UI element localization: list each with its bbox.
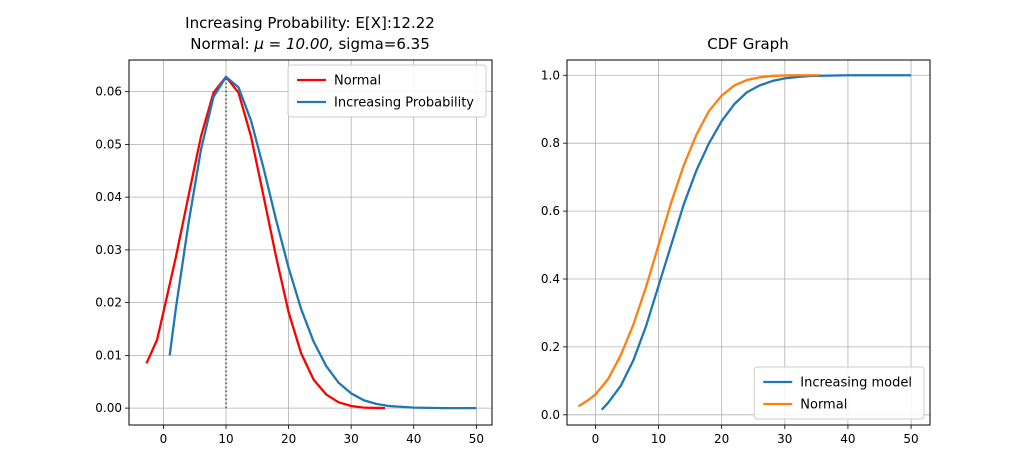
pdf-legend-box [287, 64, 487, 118]
pdf-chart-subtitle: Normal: μ = 10.00, sigma=6.35 [190, 35, 430, 53]
cdf-chart: CDF Graph 0 10 20 30 40 500.00.20.40.60.81.0 … [541, 35, 931, 446]
cdf-chart-legend: Increasing model Normal [753, 366, 925, 420]
pdf-chart-legend: Normal Increasing Probability [287, 64, 487, 118]
cdf-legend-label: Increasing model [800, 376, 912, 391]
cdf-xtick-label: 10 [651, 432, 666, 446]
pdf-ytick-label: 0.02 [95, 296, 122, 310]
cdf-ytick-label: 0.8 [541, 136, 560, 150]
cdf-ytick-label: 0.0 [541, 408, 560, 422]
cdf-ytick-label: 1.0 [541, 68, 560, 82]
pdf-legend-label: Increasing Probability [334, 96, 474, 111]
pdf-xtick-label: 20 [281, 432, 296, 446]
cdf-legend-box [753, 366, 925, 420]
cdf-ytick-label: 0.6 [541, 204, 560, 218]
pdf-series-line-1 [168, 75, 477, 410]
pdf-xtick-label: 0 [160, 432, 168, 446]
pdf-xtick-label: 50 [469, 432, 484, 446]
cdf-ytick-label: 0.2 [541, 340, 560, 354]
cdf-legend-label: Normal [800, 398, 847, 413]
pdf-ytick-label: 0.00 [95, 401, 122, 415]
cdf-xtick-label: 30 [777, 432, 792, 446]
pdf-xtick-label: 10 [218, 432, 233, 446]
cdf-series-line-1 [577, 74, 819, 408]
cdf-chart-title: CDF Graph [707, 35, 788, 53]
cdf-xtick-label: 40 [840, 432, 855, 446]
pdf-chart-title: Increasing Probability: E[X]:12.22 [185, 14, 435, 32]
pdf-ytick-label: 0.06 [95, 85, 122, 99]
cdf-ytick-label: 0.4 [541, 272, 560, 286]
cdf-series-line-0 [600, 74, 912, 411]
pdf-chart: Increasing Probability: E[X]:12.22 Norma… [95, 14, 493, 446]
pdf-ytick-label: 0.05 [95, 137, 122, 151]
cdf-xtick-label: 20 [714, 432, 729, 446]
pdf-xtick-label: 30 [344, 432, 359, 446]
pdf-series-line-0 [145, 75, 386, 410]
pdf-legend-label: Normal [334, 74, 381, 89]
pdf-xtick-label: 40 [406, 432, 421, 446]
pdf-ytick-label: 0.01 [95, 348, 122, 362]
cdf-xtick-label: 50 [903, 432, 918, 446]
pdf-ytick-label: 0.03 [95, 243, 122, 257]
cdf-xtick-label: 0 [592, 432, 600, 446]
cdf-chart-frame [566, 59, 931, 426]
pdf-chart-frame [128, 59, 493, 426]
pdf-ytick-label: 0.04 [95, 190, 122, 204]
